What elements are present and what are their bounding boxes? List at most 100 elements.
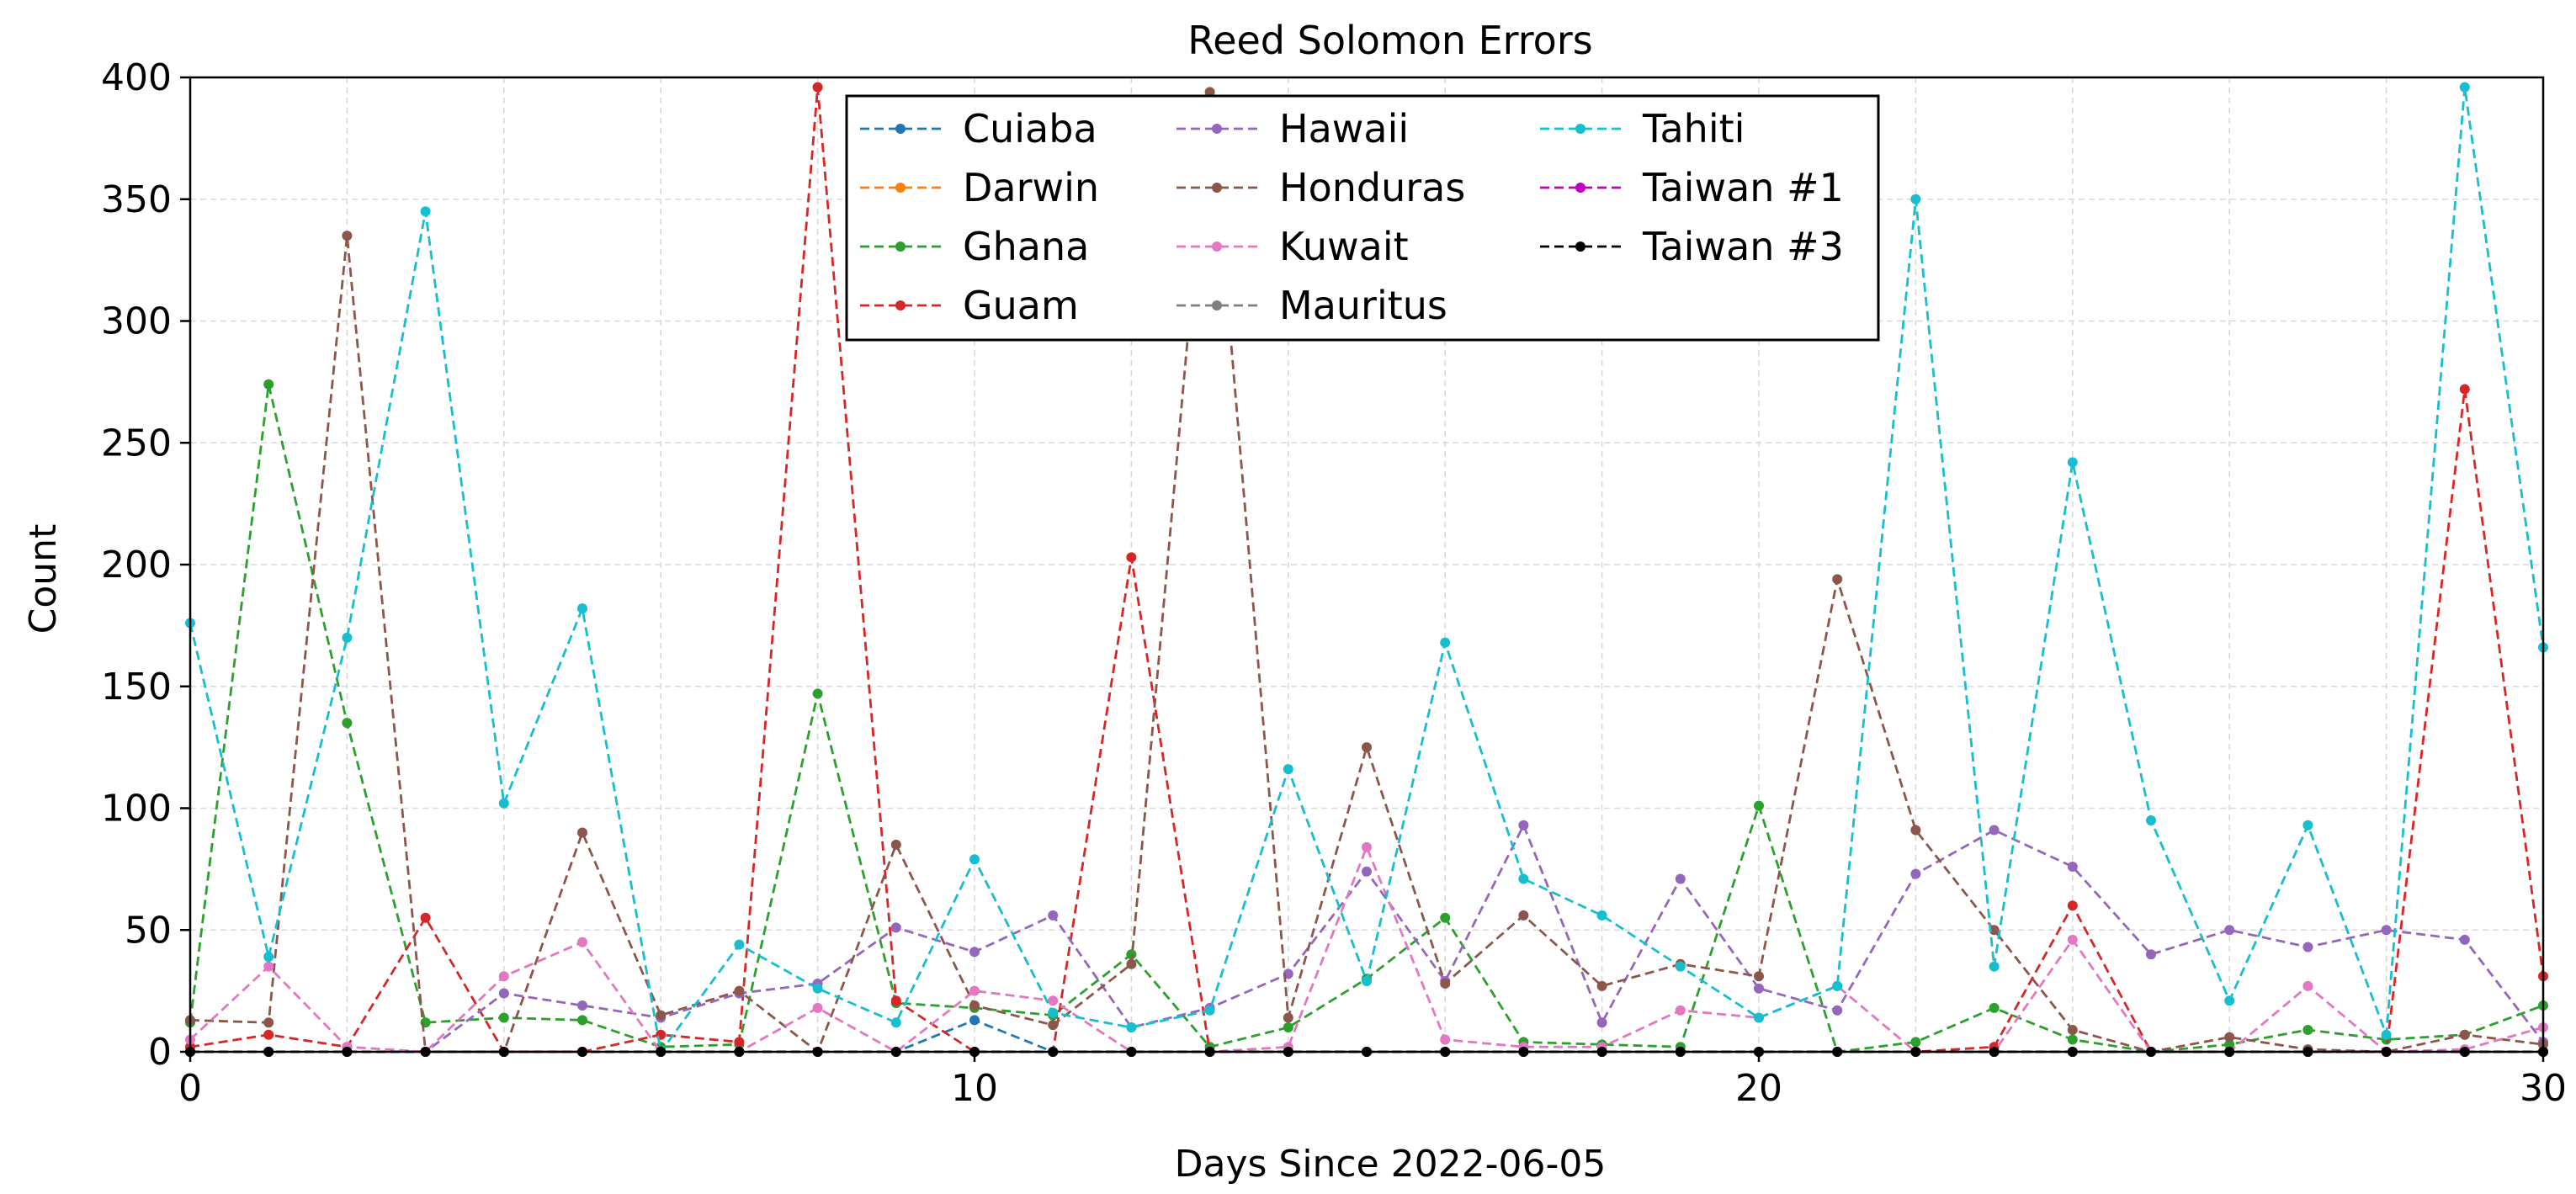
data-point: [812, 82, 823, 93]
data-point: [734, 939, 745, 950]
data-point: [1440, 637, 1451, 648]
legend-item: Honduras: [1176, 165, 1465, 210]
data-point: [1910, 1037, 1921, 1048]
data-point: [498, 988, 509, 999]
data-point: [342, 231, 353, 241]
legend-marker: [895, 124, 906, 134]
data-point: [2381, 1029, 2392, 1040]
data-point: [890, 995, 901, 1006]
y-tick-label: 350: [101, 178, 172, 221]
data-point: [2224, 1032, 2235, 1043]
data-point: [1989, 925, 2000, 936]
data-point: [812, 983, 823, 994]
data-point: [2302, 980, 2313, 991]
legend-label: Kuwait: [1279, 224, 1409, 269]
data-point: [969, 854, 980, 865]
data-point: [1832, 1005, 1843, 1016]
data-point: [2067, 1024, 2078, 1035]
data-point: [1910, 825, 1921, 836]
data-point: [1754, 1012, 1764, 1023]
legend-item: Hawaii: [1176, 106, 1409, 151]
data-point: [1675, 873, 1686, 884]
data-point: [1362, 742, 1372, 753]
x-tick-label: 0: [178, 1067, 202, 1110]
data-point: [2302, 1024, 2313, 1035]
data-point: [2459, 1029, 2470, 1040]
x-tick-label: 30: [2520, 1067, 2567, 1110]
data-point: [969, 985, 980, 996]
data-point: [498, 971, 509, 982]
data-point: [498, 1012, 509, 1023]
data-point: [1126, 958, 1137, 969]
legend-marker: [1212, 300, 1222, 310]
legend-marker: [1575, 183, 1585, 193]
data-point: [2302, 942, 2313, 953]
data-point: [263, 1017, 274, 1028]
data-point: [1596, 980, 1607, 991]
legend-label: Darwin: [963, 165, 1099, 210]
legend-label: Hawaii: [1279, 106, 1409, 151]
data-point: [1283, 1012, 1293, 1023]
data-point: [1362, 841, 1372, 852]
legend-item: Ghana: [860, 224, 1089, 269]
data-point: [2067, 457, 2078, 468]
data-point: [1048, 995, 1059, 1006]
data-point: [656, 1010, 667, 1021]
data-point: [1048, 1020, 1059, 1031]
y-tick-label: 150: [101, 666, 172, 708]
data-point: [2381, 925, 2392, 936]
data-point: [342, 632, 353, 643]
data-point: [263, 1029, 274, 1040]
data-point: [2459, 934, 2470, 945]
legend-item: Tahiti: [1540, 106, 1745, 151]
data-point: [1675, 1005, 1686, 1016]
data-point: [1518, 873, 1529, 884]
data-point: [1362, 976, 1372, 987]
legend-item: Taiwan #1: [1540, 165, 1844, 210]
data-point: [2067, 861, 2078, 872]
y-tick-label: 200: [101, 544, 172, 586]
legend-label: Taiwan #1: [1642, 165, 1844, 210]
legend-marker: [895, 241, 906, 252]
data-point: [2146, 949, 2156, 960]
data-point: [498, 798, 509, 809]
data-point: [1989, 825, 2000, 836]
data-point: [1440, 978, 1451, 989]
data-point: [2067, 1034, 2078, 1045]
legend-item: Guam: [860, 283, 1079, 328]
y-tick-label: 50: [125, 909, 172, 952]
data-point: [1832, 980, 1843, 991]
y-tick-label: 250: [101, 422, 172, 464]
series-tahiti: [185, 82, 2548, 1057]
legend-item: Taiwan #3: [1540, 224, 1844, 269]
data-point: [969, 947, 980, 958]
data-point: [2224, 925, 2235, 936]
data-point: [2459, 384, 2470, 395]
data-point: [1989, 1002, 2000, 1013]
legend-marker: [1212, 124, 1222, 134]
data-point: [1048, 1007, 1059, 1018]
y-tick-label: 400: [101, 56, 172, 99]
data-point: [577, 1000, 587, 1011]
data-point: [1832, 574, 1843, 585]
legend: Cuiaba Darwin Ghana Guam Hawaii Honduras Kuwai…: [845, 94, 1880, 342]
legend-label: Mauritus: [1279, 283, 1447, 328]
legend-label: Guam: [963, 283, 1079, 328]
data-point: [1596, 1017, 1607, 1028]
data-point: [2224, 1039, 2235, 1050]
data-point: [1283, 1022, 1293, 1033]
data-point: [1518, 910, 1529, 921]
data-point: [1126, 552, 1137, 563]
data-point: [2224, 995, 2235, 1006]
data-point: [1910, 194, 1921, 204]
x-axis-label: Days Since 2022-06-05: [1175, 1143, 1607, 1186]
data-point: [263, 379, 274, 390]
data-point: [1126, 949, 1137, 960]
data-point: [1989, 961, 2000, 972]
data-point: [577, 603, 587, 614]
data-point: [1910, 868, 1921, 879]
data-point: [577, 827, 587, 838]
legend-label: Honduras: [1279, 165, 1465, 210]
